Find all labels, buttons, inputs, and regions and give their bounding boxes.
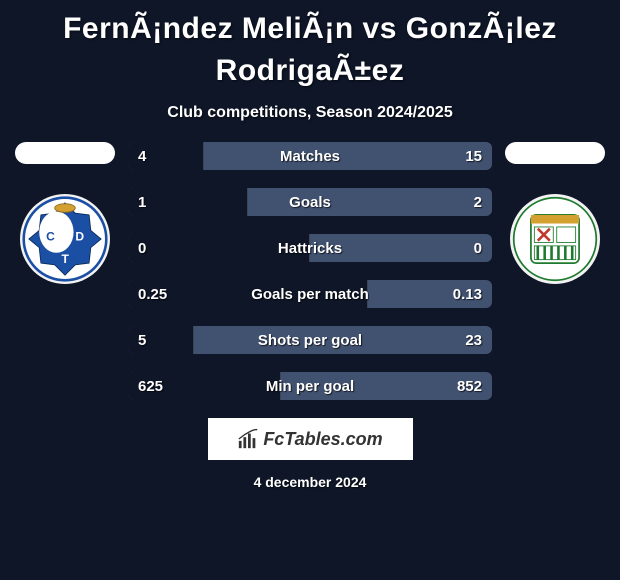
- stat-value-right: 0.13: [443, 280, 492, 308]
- svg-text:D: D: [75, 230, 84, 244]
- branding-box: FcTables.com: [208, 418, 413, 460]
- stat-label: Matches: [128, 148, 492, 165]
- stat-label: Shots per goal: [128, 332, 492, 349]
- stat-row: 4Matches15: [128, 142, 492, 170]
- chart-icon: [237, 428, 259, 450]
- stat-row: 0Hattricks0: [128, 234, 492, 262]
- stat-value-right: 15: [455, 142, 492, 170]
- stat-label: Goals per match: [128, 286, 492, 303]
- svg-text:C: C: [46, 230, 55, 244]
- stat-label: Goals: [128, 194, 492, 211]
- stat-row: 0.25Goals per match0.13: [128, 280, 492, 308]
- stat-row: 1Goals2: [128, 188, 492, 216]
- stats-bars: 4Matches15 1Goals2 0Hattricks0 0.25Goals pe…: [120, 142, 500, 400]
- club-crest-right: [510, 194, 600, 284]
- page-title: FernÃ¡ndez MeliÃ¡n vs GonzÃ¡lez RodrigaÃ…: [0, 0, 620, 92]
- stat-label: Min per goal: [128, 378, 492, 395]
- stat-row: 625Min per goal852: [128, 372, 492, 400]
- player-right-name-pill: [505, 142, 605, 164]
- cordoba-crest-icon: [512, 196, 598, 282]
- player-right-column: [500, 142, 610, 284]
- player-left-column: C T D: [10, 142, 120, 284]
- stat-value-right: 852: [447, 372, 492, 400]
- date-label: 4 december 2024: [0, 474, 620, 490]
- stat-value-right: 0: [464, 234, 492, 262]
- stat-value-right: 2: [464, 188, 492, 216]
- stat-value-right: 23: [455, 326, 492, 354]
- subtitle: Club competitions, Season 2024/2025: [0, 104, 620, 122]
- stat-row: 5Shots per goal23: [128, 326, 492, 354]
- club-crest-left: C T D: [20, 194, 110, 284]
- stat-label: Hattricks: [128, 240, 492, 257]
- tenerife-crest-icon: C T D: [22, 196, 108, 282]
- branding-text: FcTables.com: [263, 429, 382, 450]
- svg-text:T: T: [62, 252, 70, 266]
- comparison-panel: C T D 4Matches15 1Goals2 0Hattricks0 0.25Go…: [0, 122, 620, 400]
- player-left-name-pill: [15, 142, 115, 164]
